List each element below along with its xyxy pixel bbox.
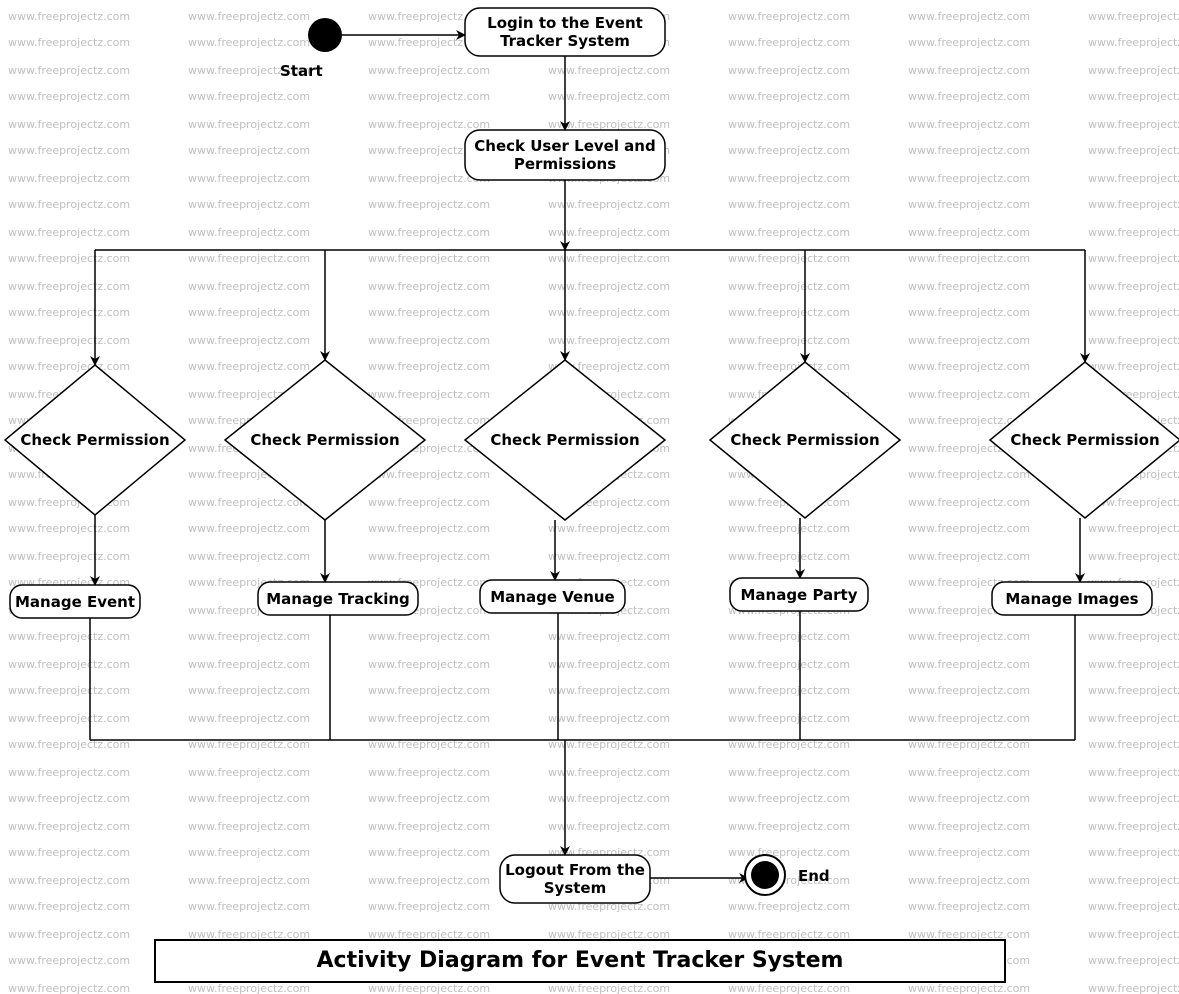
end-label: End [798,867,830,885]
diagram-title: Activity Diagram for Event Tracker Syste… [155,948,1005,973]
diagram-svg [0,0,1179,994]
start-label: Start [280,62,323,80]
